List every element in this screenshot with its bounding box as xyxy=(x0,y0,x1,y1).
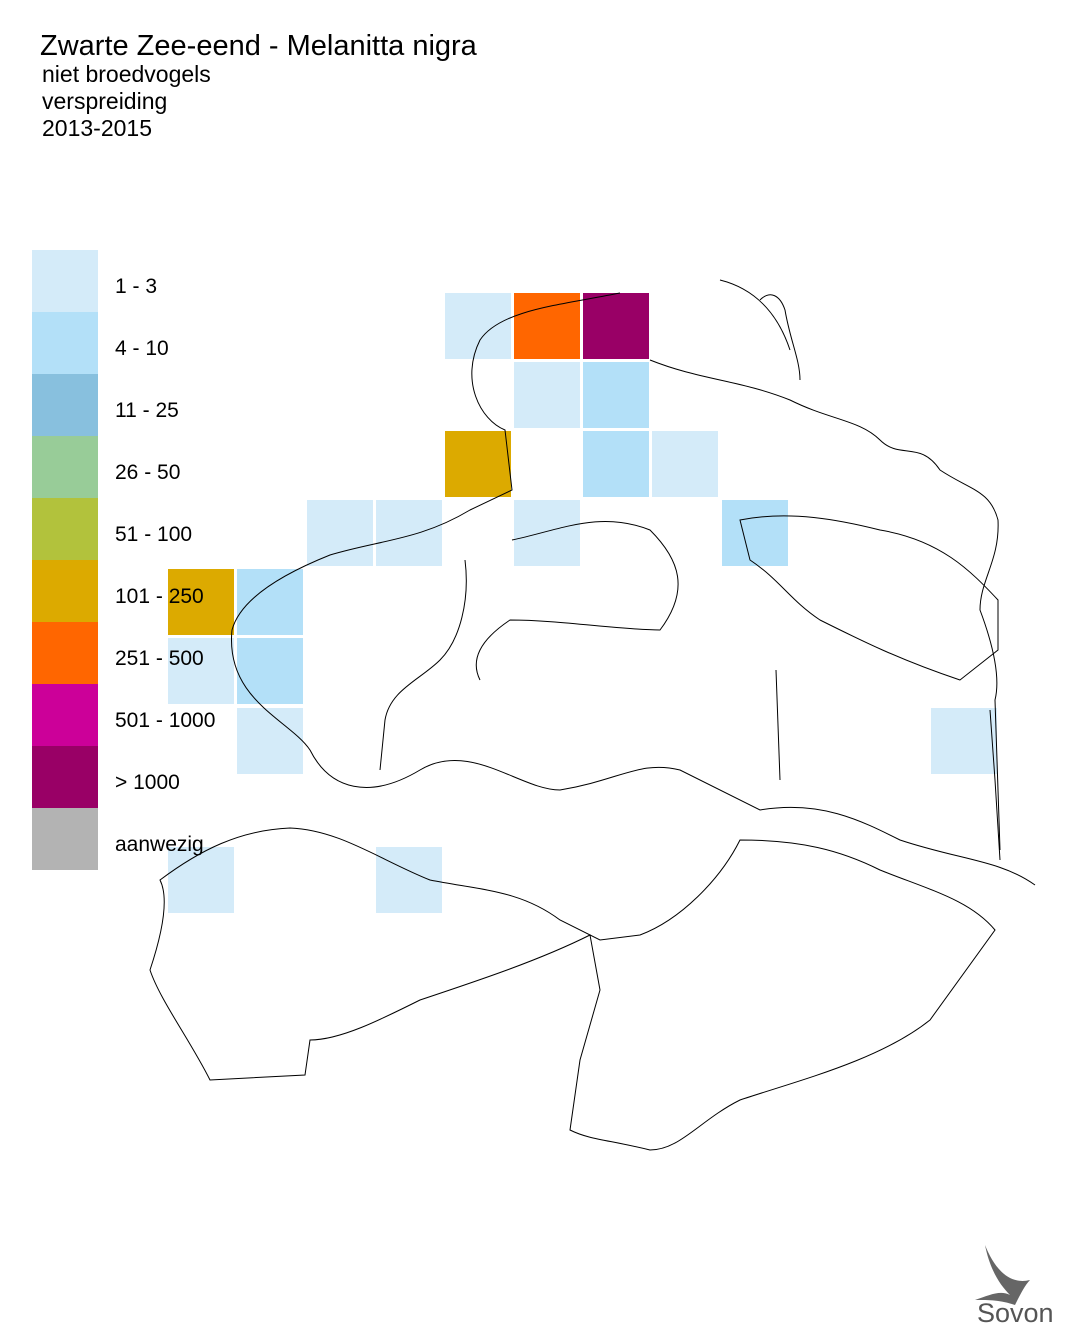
legend-label: 4 - 10 xyxy=(115,337,169,360)
grid-cell xyxy=(237,708,303,774)
grid-cell xyxy=(237,638,303,704)
grid-cell xyxy=(931,708,997,774)
grid-cell xyxy=(514,362,580,428)
legend-label: 26 - 50 xyxy=(115,461,180,484)
subtitle: niet broedvogels xyxy=(42,61,211,87)
river xyxy=(775,669,1001,861)
legend-label: 1 - 3 xyxy=(115,275,157,298)
legend-swatch xyxy=(32,684,98,746)
legend-swatch xyxy=(32,374,98,436)
legend-swatch xyxy=(32,250,98,312)
coastline xyxy=(649,359,1001,851)
grid-cell xyxy=(722,500,788,566)
river xyxy=(379,559,467,771)
grid-cell xyxy=(583,431,649,497)
legend-label: aanwezig xyxy=(115,833,204,856)
grid-cell xyxy=(583,362,649,428)
legend-swatch xyxy=(32,808,98,870)
legend: 1 - 3 4 - 10 11 - 25 26 - 50 51 - 100 101 - 2… xyxy=(32,250,215,870)
legend-swatch xyxy=(32,622,98,684)
legend-swatch xyxy=(32,560,98,622)
grid-cell xyxy=(376,500,442,566)
grid-cell xyxy=(652,431,718,497)
coastline xyxy=(739,515,999,681)
legend-swatch xyxy=(32,498,98,560)
coastline xyxy=(149,827,996,1151)
grid-cells xyxy=(168,293,997,913)
grid-cell xyxy=(307,500,373,566)
grid-cell xyxy=(168,569,234,635)
grid-cell xyxy=(237,569,303,635)
grid-cell xyxy=(168,847,234,913)
logo: Sovon xyxy=(975,1245,1054,1328)
subtitle: 2013-2015 xyxy=(42,115,152,141)
coastline xyxy=(719,279,801,381)
map-outline xyxy=(149,279,1036,1151)
legend-swatch xyxy=(32,312,98,374)
grid-cell xyxy=(445,293,511,359)
coastline xyxy=(231,292,1036,886)
grid-cell xyxy=(445,431,511,497)
grid-cell xyxy=(514,500,580,566)
title: Zwarte Zee-eend - Melanitta nigra xyxy=(40,30,478,62)
logo-text: Sovon xyxy=(977,1298,1054,1328)
logo-bird xyxy=(975,1245,1030,1305)
grid-cell xyxy=(514,293,580,359)
subtitle: verspreiding xyxy=(42,88,167,114)
legend-label: 501 - 1000 xyxy=(115,709,215,732)
grid-cell xyxy=(583,293,649,359)
legend-label: 51 - 100 xyxy=(115,523,192,546)
legend-label: > 1000 xyxy=(115,771,180,794)
legend-label: 11 - 25 xyxy=(115,399,179,422)
legend-label: 251 - 500 xyxy=(115,647,204,670)
coastline xyxy=(475,520,679,681)
grid-cell xyxy=(168,638,234,704)
legend-swatch xyxy=(32,746,98,808)
legend-swatch xyxy=(32,436,98,498)
legend-label: 101 - 250 xyxy=(115,585,204,608)
